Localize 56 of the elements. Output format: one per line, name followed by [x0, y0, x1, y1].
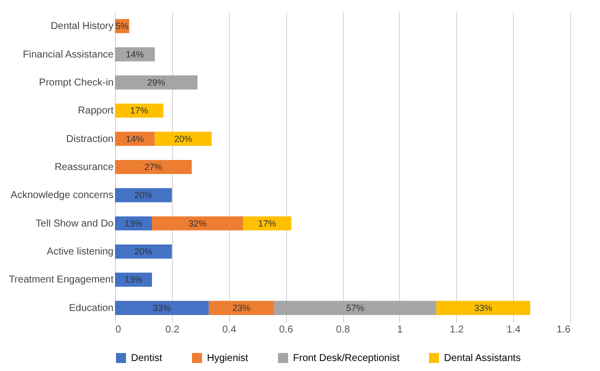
bar — [115, 160, 192, 174]
data-label: 20% — [134, 190, 152, 200]
data-label: 23% — [232, 302, 251, 313]
data-label: 29% — [147, 77, 166, 88]
y-tick-label: Financial Assistance — [22, 49, 114, 60]
bar — [208, 300, 274, 315]
bar — [115, 47, 155, 62]
x-tick-label: 1.4 — [506, 324, 522, 336]
y-tick-label: Reassurance — [54, 162, 114, 173]
bar — [115, 104, 164, 118]
bar — [436, 300, 530, 315]
data-label: 57% — [346, 302, 364, 313]
legend-label: Dentist — [131, 353, 162, 364]
data-label: 33% — [474, 302, 492, 313]
data-label: 5% — [116, 21, 129, 32]
data-label: 27% — [144, 162, 162, 172]
bar — [115, 272, 152, 287]
bar — [274, 300, 436, 315]
x-tick-label: 1 — [397, 324, 404, 336]
data-label: 32% — [188, 218, 206, 228]
data-label: 13% — [124, 274, 142, 285]
y-tick-label: Rapport — [78, 106, 114, 117]
x-tick-label: 0 — [116, 324, 122, 336]
legend-label: Hygienist — [207, 353, 248, 364]
y-tick-label: Prompt Check-in — [39, 77, 114, 88]
data-label: 33% — [152, 302, 171, 313]
bar — [115, 244, 172, 259]
y-tick-label: Tell Show and Do — [36, 218, 114, 230]
x-tick-label: 1.2 — [450, 324, 464, 336]
data-label: 13% — [124, 218, 142, 228]
x-tick-label: 0.6 — [279, 324, 294, 336]
x-tick-label: 1.6 — [556, 324, 571, 336]
y-tick-label: Acknowledge concerns — [10, 190, 114, 202]
bar — [154, 132, 212, 146]
bar — [115, 188, 172, 202]
bar — [242, 216, 292, 230]
data-label: 17% — [258, 218, 276, 228]
y-tick-label: Distraction — [66, 134, 114, 145]
y-tick-label: Education — [69, 302, 114, 314]
data-label: 14% — [126, 134, 144, 144]
y-tick-label: Dental History — [50, 21, 114, 32]
data-label: 14% — [126, 49, 144, 60]
y-tick-label: Active listening — [46, 246, 114, 258]
bar — [115, 300, 209, 315]
legend-label: Dental Assistants — [444, 353, 521, 364]
legend-label: Front Desk/Receptionist — [293, 353, 400, 364]
bar — [115, 75, 198, 90]
x-tick-label: 0.8 — [336, 324, 350, 336]
y-tick-label: Treatment Engagement — [8, 274, 114, 286]
bar — [152, 216, 243, 230]
bar — [115, 132, 155, 146]
x-tick-label: 0.2 — [165, 324, 180, 336]
data-label: 20% — [134, 246, 152, 257]
x-tick-label: 0.4 — [222, 324, 237, 336]
data-label: 20% — [174, 134, 192, 144]
data-label: 17% — [130, 106, 148, 116]
